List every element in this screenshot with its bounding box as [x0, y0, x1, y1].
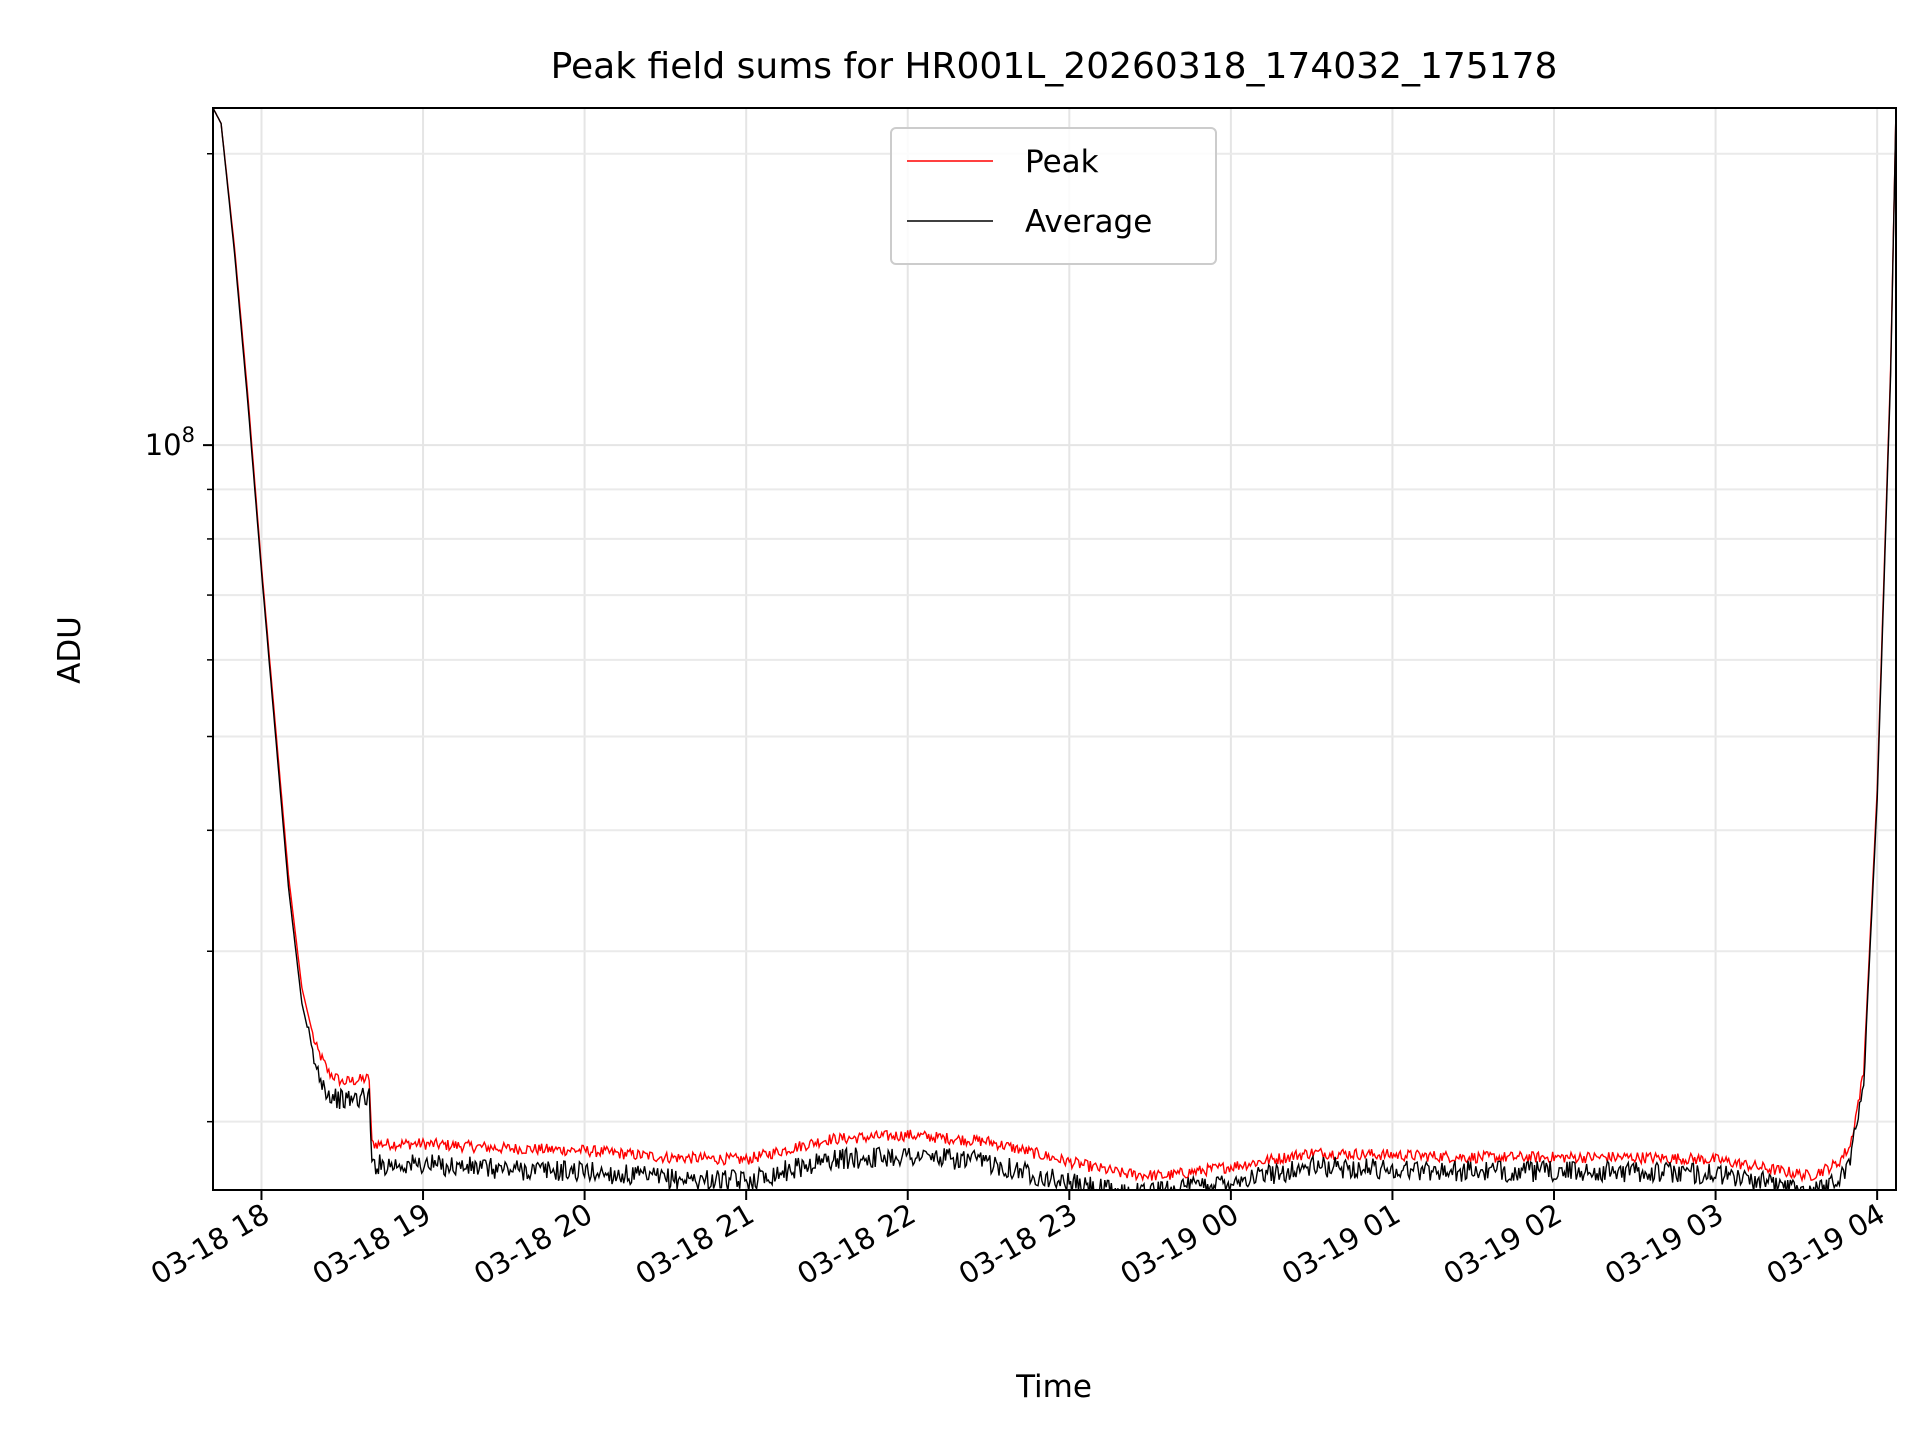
series-layer [213, 108, 1896, 1190]
x-tick-label: 03-18 22 [791, 1197, 921, 1292]
x-tick-label: 03-18 18 [145, 1197, 275, 1292]
y-axis-label: ADU [52, 616, 88, 684]
legend-box [890, 127, 1217, 265]
x-axis-label: Time [1015, 1369, 1092, 1405]
x-tick-label: 03-18 20 [468, 1197, 598, 1292]
legend-peak-label: Peak [1025, 144, 1099, 180]
x-tick-label: 03-19 04 [1761, 1197, 1891, 1292]
x-tick-label: 03-19 02 [1438, 1197, 1568, 1292]
x-tick-label: 03-19 03 [1599, 1197, 1729, 1292]
legend-average-label: Average [1025, 204, 1152, 240]
x-tick-label: 03-19 00 [1114, 1197, 1244, 1292]
x-tick-label: 03-18 23 [953, 1197, 1083, 1292]
x-tick-label: 03-19 01 [1276, 1197, 1406, 1292]
axis-ticks: 03-18 18 03-18 19 03-18 20 03-18 21 03-18 22… [145, 153, 1891, 1292]
series-line-peak [213, 108, 1896, 1183]
y-tick-label: 108 [145, 423, 195, 462]
series-line-average [213, 108, 1896, 1190]
x-tick-label: 03-18 19 [307, 1197, 437, 1292]
legend: Peak Average [890, 127, 1217, 265]
chart-title: Peak field sums for HR001L_20260318_1740… [551, 46, 1558, 87]
plot-frame [212, 107, 1897, 1191]
grid [213, 108, 1896, 1190]
x-tick-label: 03-18 21 [630, 1197, 760, 1292]
